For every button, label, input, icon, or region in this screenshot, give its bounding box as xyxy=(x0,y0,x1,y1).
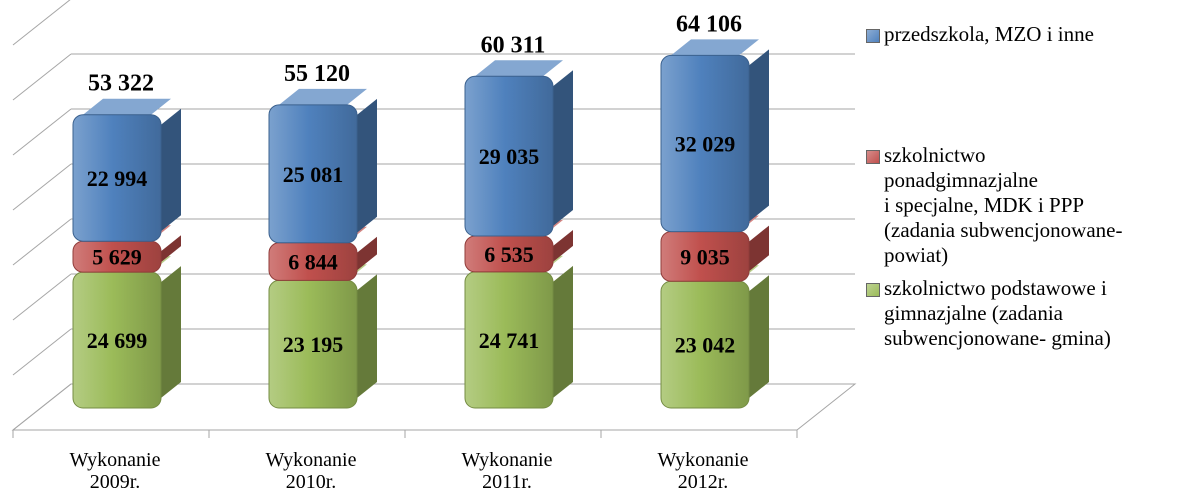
x-tick-label: 2011r. xyxy=(482,471,532,493)
legend-swatch xyxy=(866,283,880,297)
bar-total-label: 53 322 xyxy=(88,71,154,97)
bar-segment xyxy=(464,60,573,237)
legend-label: powiat) xyxy=(884,243,949,267)
x-tick-label: Wykonanie xyxy=(658,449,749,471)
bar-value-label: 32 029 xyxy=(675,131,736,156)
x-tick-label: Wykonanie xyxy=(70,449,161,471)
legend-label: (zadania subwencjonowane- xyxy=(884,218,1123,242)
x-tick-label: 2012r. xyxy=(678,471,729,493)
bar-segment xyxy=(268,88,377,244)
legend-swatch xyxy=(866,29,880,43)
bar-value-label: 6 535 xyxy=(484,242,534,267)
x-tick-label: 2009r. xyxy=(90,471,141,493)
side-wall-gridline xyxy=(12,273,72,321)
chart-floor xyxy=(11,383,857,431)
bar-value-label: 23 195 xyxy=(283,332,344,357)
legend-label: subwencjonowane- gmina) xyxy=(884,326,1111,350)
legend-item: szkolnictwo podstawowe i gimnazjalne (zad… xyxy=(864,276,1184,351)
bars xyxy=(72,39,769,409)
legend-label: szkolnictwo xyxy=(884,143,986,167)
bar-value-label: 6 844 xyxy=(288,250,338,275)
legend-label: szkolnictwo podstawowe i xyxy=(884,276,1107,300)
x-tick-label: Wykonanie xyxy=(462,449,553,471)
bar-segment xyxy=(72,98,181,242)
x-tick-label: 2010r. xyxy=(286,471,337,493)
side-wall-gridline xyxy=(12,53,72,101)
chart-legend: przedszkola, MZO i inne szkolnictwo ponadg… xyxy=(864,22,1184,351)
legend-label: i specjalne, MDK i PPP xyxy=(884,193,1085,217)
bar-value-label: 29 035 xyxy=(479,144,540,169)
bar-value-label: 24 699 xyxy=(87,328,148,353)
side-wall-gridline xyxy=(12,218,72,266)
legend-label: gimnazjalne (zadania xyxy=(884,301,1063,325)
x-tick-label: Wykonanie xyxy=(266,449,357,471)
side-wall-gridline xyxy=(12,163,72,211)
bar-total-label: 60 311 xyxy=(481,32,546,58)
bar-segment xyxy=(660,39,769,233)
data-labels: 24 699 5 629 22 994 53 322 23 195 6 844 25 081… xyxy=(87,11,742,357)
side-wall-gridline xyxy=(12,108,72,156)
side-wall-gridline xyxy=(12,328,72,376)
bar-value-label: 23 042 xyxy=(675,333,736,358)
legend-swatch xyxy=(866,150,880,164)
bar-value-label: 9 035 xyxy=(680,244,730,269)
side-wall-gridline xyxy=(12,0,71,46)
legend-item: szkolnictwo ponadgimnazjalne i specjalne, … xyxy=(864,143,1184,268)
bar-value-label: 22 994 xyxy=(87,166,148,191)
stacked-bar-chart: 24 699 5 629 22 994 53 322 23 195 6 844 25 081… xyxy=(11,0,857,493)
bar-total-label: 55 120 xyxy=(284,61,350,87)
bar-value-label: 25 081 xyxy=(283,162,344,187)
bar-total-label: 64 106 xyxy=(676,11,742,37)
legend-label: ponadgimnazjalne xyxy=(884,168,1038,192)
bar-value-label: 24 741 xyxy=(479,328,540,353)
legend-label: przedszkola, MZO i inne xyxy=(884,22,1094,46)
legend-item: przedszkola, MZO i inne xyxy=(864,22,1184,47)
bar-value-label: 5 629 xyxy=(92,245,142,270)
